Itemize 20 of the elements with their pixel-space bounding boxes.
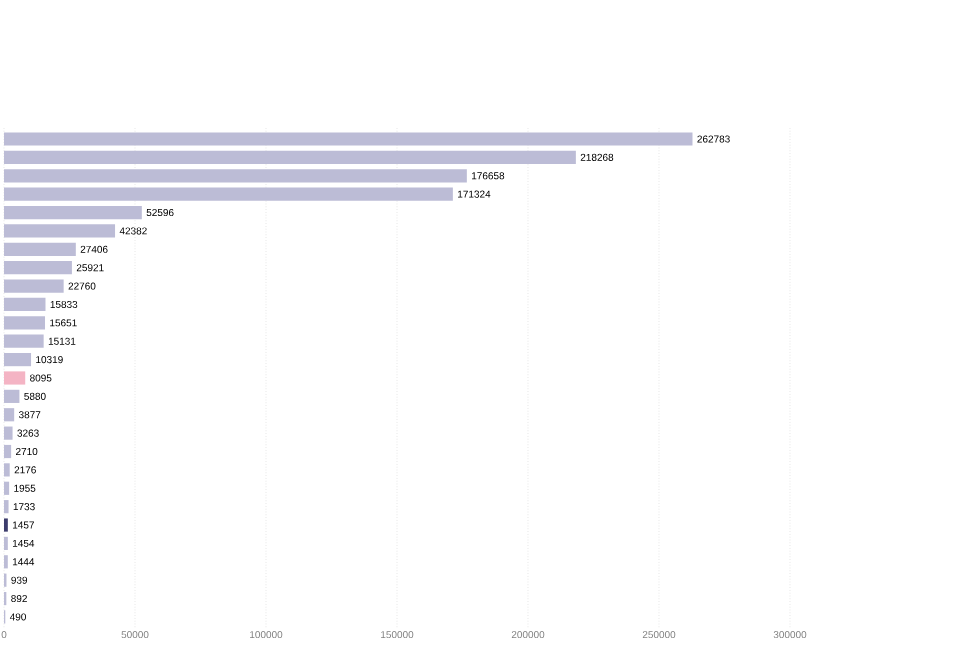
bar [4,224,116,238]
bar [4,187,453,201]
bar [4,408,15,422]
bar [4,334,44,348]
bar [4,242,76,256]
bar [4,169,467,183]
bar [4,444,12,459]
bar [4,353,32,367]
bar [4,150,576,164]
bar [4,426,13,440]
bar [4,205,142,220]
bar [4,389,20,403]
bar [4,316,46,330]
bar [4,481,10,495]
bar [4,132,693,146]
bar [4,279,64,293]
bar [4,261,72,275]
bar [4,297,46,312]
bar [4,463,10,477]
bar [4,371,26,385]
